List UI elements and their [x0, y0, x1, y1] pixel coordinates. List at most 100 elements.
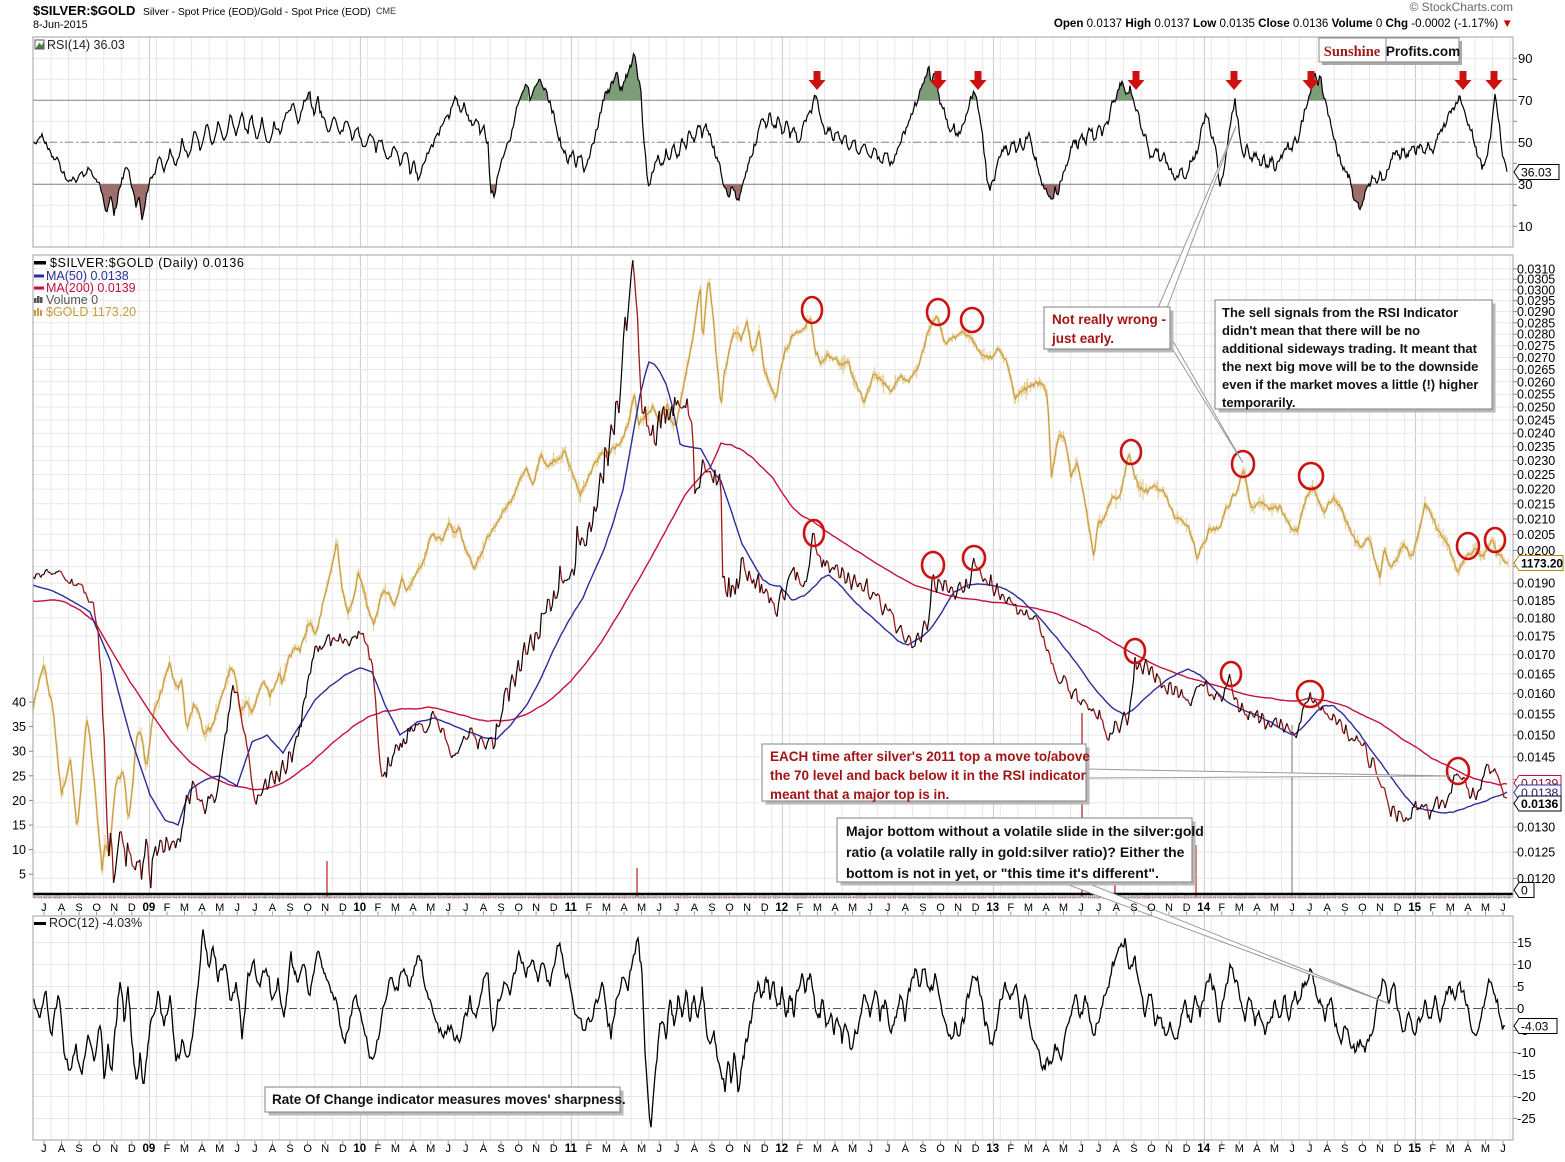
- svg-text:J: J: [252, 1143, 258, 1155]
- svg-text:didn't mean that there will be: didn't mean that there will be no: [1222, 323, 1420, 338]
- svg-text:0.0170: 0.0170: [1517, 648, 1555, 662]
- svg-text:10: 10: [12, 843, 26, 857]
- svg-text:0.0285: 0.0285: [1517, 316, 1555, 330]
- svg-text:D: D: [550, 902, 558, 914]
- svg-text:A: A: [1113, 1143, 1121, 1155]
- svg-text:F: F: [796, 1143, 803, 1155]
- svg-text:A: A: [409, 902, 417, 914]
- svg-text:M: M: [813, 902, 822, 914]
- svg-text:S: S: [75, 902, 82, 914]
- svg-text:N: N: [321, 1143, 329, 1155]
- svg-text:50: 50: [1518, 135, 1532, 150]
- svg-text:A: A: [831, 902, 839, 914]
- svg-text:30: 30: [1518, 177, 1532, 192]
- svg-text:D: D: [128, 902, 136, 914]
- svg-text:J: J: [867, 1143, 873, 1155]
- svg-text:M: M: [1270, 1143, 1279, 1155]
- svg-text:M: M: [813, 1143, 822, 1155]
- svg-text:J: J: [867, 902, 873, 914]
- svg-text:N: N: [954, 902, 962, 914]
- svg-text:M: M: [602, 1143, 611, 1155]
- svg-text:M: M: [848, 1143, 857, 1155]
- svg-text:N: N: [110, 1143, 118, 1155]
- svg-text:F: F: [375, 1143, 382, 1155]
- svg-text:N: N: [1165, 902, 1173, 914]
- svg-text:$SILVER:$GOLD: $SILVER:$GOLD: [33, 3, 135, 18]
- svg-text:A: A: [409, 1143, 417, 1155]
- svg-text:D: D: [550, 1143, 558, 1155]
- svg-text:-15: -15: [1517, 1067, 1536, 1082]
- svg-text:$SILVER:$GOLD (Daily) 0.0136: $SILVER:$GOLD (Daily) 0.0136: [50, 256, 244, 270]
- svg-text:0.0210: 0.0210: [1517, 513, 1555, 527]
- svg-text:N: N: [532, 1143, 540, 1155]
- svg-text:M: M: [1059, 1143, 1068, 1155]
- svg-text:D: D: [761, 902, 769, 914]
- svg-text:8-Jun-2015: 8-Jun-2015: [33, 19, 88, 31]
- svg-text:O: O: [92, 902, 101, 914]
- svg-text:J: J: [41, 902, 47, 914]
- svg-text:0.0275: 0.0275: [1517, 339, 1555, 353]
- svg-text:J: J: [1307, 1143, 1313, 1155]
- svg-text:A: A: [1042, 1143, 1050, 1155]
- svg-text:N: N: [1376, 1143, 1384, 1155]
- svg-text:1173.20: 1173.20: [1521, 556, 1563, 570]
- svg-text:M: M: [637, 1143, 646, 1155]
- svg-text:M: M: [1235, 1143, 1244, 1155]
- svg-text:M: M: [180, 902, 189, 914]
- svg-text:10: 10: [353, 1143, 366, 1155]
- svg-text:J: J: [1096, 1143, 1102, 1155]
- svg-text:09: 09: [143, 902, 156, 914]
- svg-text:0.0255: 0.0255: [1517, 388, 1555, 402]
- svg-text:A: A: [691, 1143, 699, 1155]
- svg-text:M: M: [1446, 902, 1455, 914]
- svg-text:just early.: just early.: [1051, 331, 1114, 346]
- svg-text:ratio (a volatile rally in gol: ratio (a volatile rally in gold:silver r…: [846, 844, 1185, 860]
- svg-text:N: N: [743, 1143, 751, 1155]
- svg-text:A: A: [1464, 902, 1472, 914]
- svg-text:N: N: [743, 902, 751, 914]
- svg-text:Not really wrong -: Not really wrong -: [1052, 312, 1166, 327]
- svg-text:M: M: [637, 902, 646, 914]
- svg-text:Volume 0: Volume 0: [46, 293, 98, 307]
- svg-text:S: S: [497, 902, 504, 914]
- svg-text:0.0136: 0.0136: [1521, 797, 1558, 811]
- svg-text:S: S: [497, 1143, 504, 1155]
- svg-text:F: F: [586, 1143, 593, 1155]
- svg-text:J: J: [1500, 902, 1506, 914]
- svg-text:25: 25: [12, 769, 26, 783]
- svg-text:M: M: [848, 902, 857, 914]
- svg-text:-10: -10: [1517, 1045, 1536, 1060]
- svg-text:O: O: [936, 1143, 945, 1155]
- svg-text:0.0230: 0.0230: [1517, 454, 1555, 468]
- svg-text:additional sideways trading. I: additional sideways trading. It meant th…: [1222, 341, 1478, 356]
- svg-text:12: 12: [775, 902, 788, 914]
- svg-text:J: J: [235, 1143, 241, 1155]
- svg-text:M: M: [1481, 1143, 1490, 1155]
- svg-text:O: O: [303, 1143, 312, 1155]
- svg-text:35: 35: [12, 720, 26, 734]
- svg-text:J: J: [674, 1143, 680, 1155]
- svg-text:A: A: [269, 902, 277, 914]
- svg-text:0.0130: 0.0130: [1517, 821, 1555, 835]
- svg-text:D: D: [761, 1143, 769, 1155]
- svg-text:0.0185: 0.0185: [1517, 594, 1555, 608]
- svg-text:O: O: [514, 1143, 523, 1155]
- svg-text:F: F: [796, 902, 803, 914]
- svg-text:0: 0: [1517, 1001, 1524, 1016]
- svg-text:0.0220: 0.0220: [1517, 483, 1555, 497]
- svg-text:0.0190: 0.0190: [1517, 577, 1555, 591]
- svg-text:A: A: [691, 902, 699, 914]
- svg-text:N: N: [532, 902, 540, 914]
- svg-text:M: M: [1059, 902, 1068, 914]
- svg-text:N: N: [954, 1143, 962, 1155]
- svg-text:CME: CME: [376, 6, 396, 16]
- svg-text:Silver - Spot Price (EOD)/Gold: Silver - Spot Price (EOD)/Gold - Spot Pr…: [143, 7, 371, 18]
- svg-text:11: 11: [565, 902, 578, 914]
- svg-text:J: J: [1289, 1143, 1295, 1155]
- svg-text:10: 10: [1517, 957, 1531, 972]
- svg-text:0.0245: 0.0245: [1517, 413, 1555, 427]
- svg-text:0.0155: 0.0155: [1517, 708, 1555, 722]
- svg-text:M: M: [1235, 902, 1244, 914]
- svg-text:A: A: [58, 902, 66, 914]
- svg-text:F: F: [1429, 1143, 1436, 1155]
